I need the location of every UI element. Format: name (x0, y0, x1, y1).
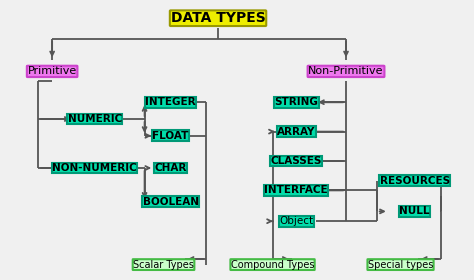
Text: NON-NUMERIC: NON-NUMERIC (53, 163, 137, 173)
Text: Object: Object (279, 216, 313, 226)
Text: INTERFACE: INTERFACE (264, 185, 328, 195)
Text: Compound Types: Compound Types (231, 260, 314, 270)
Text: INTEGER: INTEGER (146, 97, 196, 107)
Text: STRING: STRING (274, 97, 318, 107)
Text: NULL: NULL (400, 206, 430, 216)
Text: Non-Primitive: Non-Primitive (308, 66, 384, 76)
Text: RESOURCES: RESOURCES (380, 176, 450, 186)
Text: Primitive: Primitive (27, 66, 77, 76)
Text: Special types: Special types (368, 260, 433, 270)
Text: FLOAT: FLOAT (153, 131, 189, 141)
Text: CLASSES: CLASSES (271, 156, 322, 166)
Text: NUMERIC: NUMERIC (68, 114, 122, 124)
Text: BOOLEAN: BOOLEAN (143, 197, 199, 207)
Text: ARRAY: ARRAY (277, 127, 315, 137)
Text: CHAR: CHAR (155, 163, 187, 173)
Text: Scalar Types: Scalar Types (133, 260, 194, 270)
Text: DATA TYPES: DATA TYPES (171, 11, 265, 25)
